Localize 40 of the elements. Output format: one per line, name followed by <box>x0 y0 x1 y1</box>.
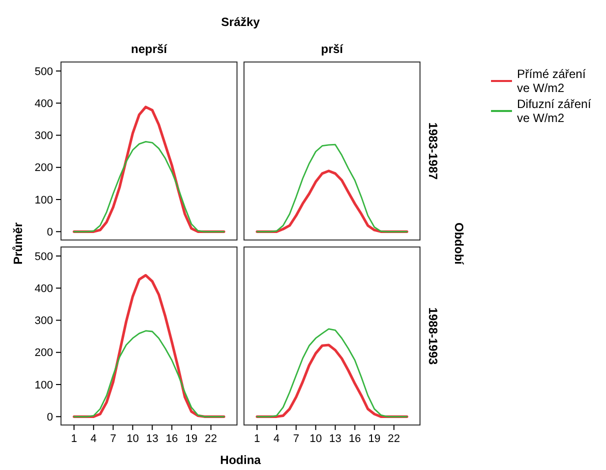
x-tick-label: 1 <box>70 433 78 445</box>
x-tick-label: 4 <box>90 433 97 445</box>
legend-label: Přímé záření ve W/m2 <box>517 67 586 95</box>
y-tick-label: 400 <box>34 98 53 110</box>
y-tick-label: 100 <box>34 194 53 206</box>
x-tick-label: 13 <box>146 433 158 445</box>
x-axis-title: Hodina <box>220 453 262 467</box>
line-series <box>73 330 225 418</box>
y2-axis-title: 1988-1993 <box>426 307 440 366</box>
x-tick-label: 10 <box>310 433 322 445</box>
y-tick-label: 0 <box>46 411 53 424</box>
x-tick-label: 10 <box>126 433 139 445</box>
y-tick-label: 300 <box>34 315 53 328</box>
x-tick-label: 7 <box>110 433 116 445</box>
y-tick-label: 500 <box>34 250 53 263</box>
x-tick-label: 13 <box>329 433 342 445</box>
line-series <box>73 140 225 232</box>
x-tick-label: 22 <box>204 433 218 445</box>
x-tick-label: 19 <box>185 433 198 445</box>
x-tick-label: 22 <box>388 433 400 445</box>
chart-title: prší <box>320 42 344 56</box>
y-axis-title: Průměr <box>11 222 25 265</box>
y-tick-label: 200 <box>34 347 53 360</box>
y-tick-label: 500 <box>34 66 53 78</box>
y-tick-label: 400 <box>34 282 53 295</box>
y-tick-label: 100 <box>34 379 53 392</box>
y2-axis-title: 1983-1987 <box>426 122 440 180</box>
x-tick-label: 4 <box>274 433 280 445</box>
text: Srážky <box>221 15 260 29</box>
chart-title: neprší <box>130 42 168 56</box>
text: Období <box>452 222 466 266</box>
x-tick-label: 7 <box>293 433 300 445</box>
y-tick-label: 300 <box>34 130 53 142</box>
legend-label: Difuzní záření ve W/m2 <box>517 97 592 125</box>
x-tick-label: 1 <box>254 433 260 445</box>
y-tick-label: 200 <box>34 162 53 174</box>
x-tick-label: 19 <box>368 433 380 445</box>
y-tick-label: 0 <box>46 226 53 238</box>
x-tick-label: 16 <box>348 433 361 445</box>
x-tick-label: 16 <box>166 433 178 445</box>
